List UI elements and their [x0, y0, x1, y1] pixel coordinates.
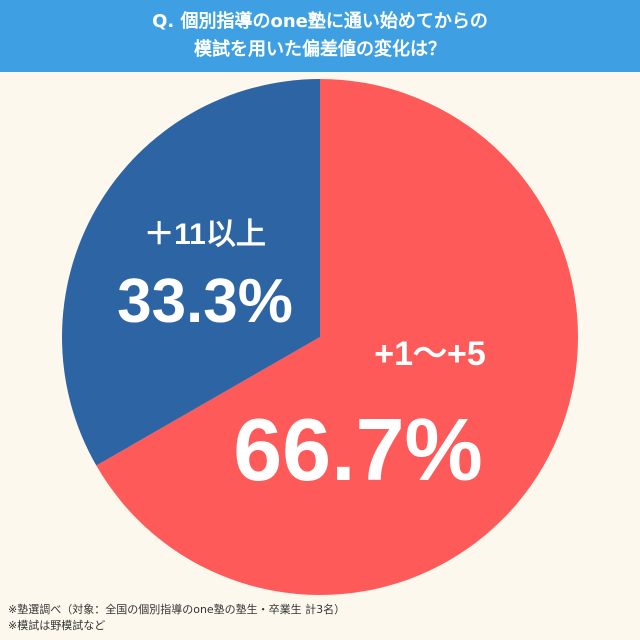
slice-value-plus1-to-plus5: 66.7%	[233, 400, 483, 499]
footnotes: ※塾選調べ（対象：全国の個別指導のone塾の塾生・卒業生 計3名） ※模試は野模…	[8, 602, 345, 634]
question-title-line1: Q. 個別指導のone塾に通い始めてからの	[152, 11, 488, 32]
slice-value-plus11-and-above: 33.3%	[117, 267, 293, 336]
pie-slice-plus1-to-plus5	[96, 79, 578, 595]
footnote-exam-note: ※模試は野模試など	[8, 619, 106, 632]
footnote-survey-source: ※塾選調べ（対象：全国の個別指導のone塾の塾生・卒業生 計3名）	[8, 603, 346, 616]
slice-label-plus1-to-plus5: +1〜+5	[374, 335, 486, 373]
question-header: Q. 個別指導のone塾に通い始めてからの 模試を用いた偏差値の変化は？	[0, 0, 640, 72]
question-title-line2: 模試を用いた偏差値の変化は？	[194, 39, 446, 60]
slice-label-plus11-and-above: ＋11以上	[144, 218, 266, 251]
pie-slice-plus11-and-above	[61, 79, 321, 466]
